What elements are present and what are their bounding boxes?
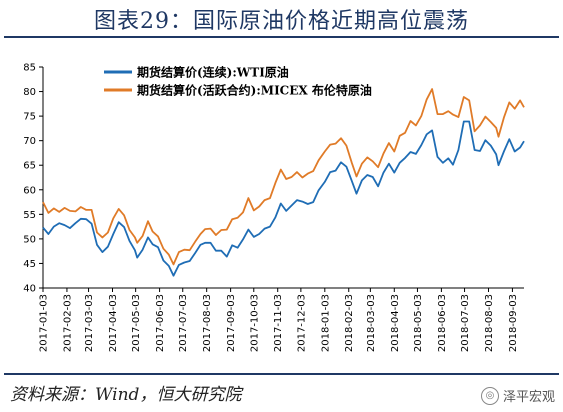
y-tick-label: 80: [23, 87, 36, 98]
x-tick-label: 2018-08-03: [484, 294, 495, 352]
y-tick-label: 40: [23, 284, 36, 295]
x-tick-label: 2017-11-03: [273, 294, 284, 352]
legend-label-brent: 期货结算价(活跃合约):MICEX 布伦特原油: [137, 83, 372, 98]
series-line-brent: [42, 88, 525, 266]
watermark-text: 泽平宏观: [502, 390, 555, 405]
x-tick-label: 2018-05-03: [413, 294, 424, 352]
x-tick-label: 2018-04-03: [390, 294, 401, 352]
series-line-wti: [42, 120, 525, 277]
y-tick-label: 60: [23, 185, 36, 196]
bottom-rule: [4, 373, 559, 375]
y-tick-label: 50: [23, 234, 36, 245]
axes: 40 45 50 55 60 65 70 75 80 85 2017-01-03 2017-02-03…: [23, 63, 524, 352]
x-tick-label: 2017-09-03: [226, 294, 237, 352]
x-tick-label: 2018-07-03: [460, 294, 471, 352]
x-tick-label: 2017-07-03: [178, 294, 189, 352]
x-tick-label: 2017-05-03: [131, 294, 142, 352]
x-tick-label: 2017-08-03: [202, 294, 213, 352]
chart-title: 图表29：国际原油价格近期高位震荡: [94, 9, 469, 34]
watermark: ◎ 泽平宏观: [480, 386, 555, 405]
x-tick-label: 2018-02-03: [344, 294, 355, 352]
y-tick-label: 85: [23, 63, 36, 74]
x-tick-label: 2017-10-03: [249, 294, 260, 352]
x-tick-label: 2018-03-03: [366, 294, 377, 352]
x-tick-label: 2017-12-03: [296, 294, 307, 352]
line-chart: 40 45 50 55 60 65 70 75 80 85 2017-01-03 2017-02-03…: [23, 63, 525, 352]
x-tick-label: 2017-04-03: [108, 294, 119, 352]
y-tick-label: 55: [23, 210, 36, 221]
source-note: 资料来源：Wind，恒大研究院: [10, 385, 242, 405]
y-tick-label: 70: [23, 136, 36, 147]
x-tick-label: 2018-09-03: [508, 294, 519, 352]
legend-label-wti: 期货结算价(连续):WTI原油: [137, 65, 289, 80]
x-tick-label: 2017-06-03: [155, 294, 166, 352]
y-tick-label: 65: [23, 161, 36, 172]
x-tick-label: 2017-01-03: [39, 294, 50, 352]
x-tick-label: 2018-06-03: [437, 294, 448, 352]
series-lines: [42, 88, 525, 277]
x-tick-label: 2017-03-03: [84, 294, 95, 352]
wechat-logo-icon: ◎: [480, 386, 499, 405]
y-tick-label: 75: [23, 112, 36, 123]
legend: 期货结算价(连续):WTI原油 期货结算价(活跃合约):MICEX 布伦特原油: [104, 65, 372, 98]
x-tick-label: 2017-02-03: [62, 294, 73, 352]
y-tick-label: 45: [23, 259, 36, 270]
top-rule: [4, 36, 559, 38]
x-tick-label: 2018-01-03: [320, 294, 331, 352]
